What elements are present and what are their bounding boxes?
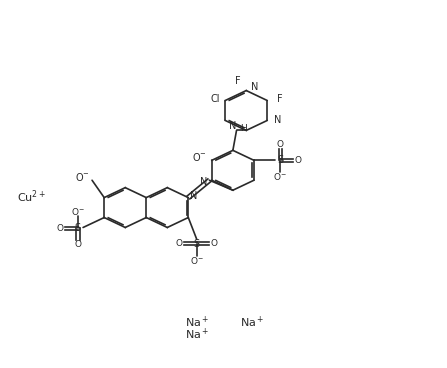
Text: O$^{-}$: O$^{-}$ [192,151,207,163]
Text: Na$^+$: Na$^+$ [240,315,264,330]
Text: S: S [194,239,200,249]
Text: F: F [277,94,283,104]
Text: O: O [57,224,63,233]
Text: F: F [236,76,241,86]
Text: N: N [274,116,282,125]
Text: Cu$^{2+}$: Cu$^{2+}$ [17,188,46,205]
Text: O: O [211,239,218,248]
Text: H: H [240,124,247,134]
Text: O$^{-}$: O$^{-}$ [71,206,84,217]
Text: O$^{-}$: O$^{-}$ [75,171,90,183]
Text: O$^{-}$: O$^{-}$ [190,255,204,266]
Text: S: S [277,155,283,165]
Text: N: N [190,191,197,201]
Text: O: O [277,139,284,149]
Text: O$^{-}$: O$^{-}$ [274,171,287,182]
Text: Na$^+$: Na$^+$ [185,315,209,330]
Text: O: O [176,239,183,248]
Text: N: N [229,121,236,131]
Text: S: S [75,223,81,233]
Text: Cl: Cl [211,94,220,104]
Text: O: O [74,240,81,249]
Text: Na$^+$: Na$^+$ [185,327,209,342]
Text: O: O [295,156,301,165]
Text: N: N [251,82,258,92]
Text: N: N [200,177,207,187]
